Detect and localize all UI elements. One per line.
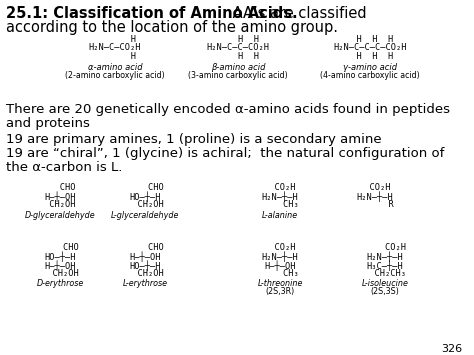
Text: 19 are “chiral”, 1 (glycine) is achiral;  the natural configuration of: 19 are “chiral”, 1 (glycine) is achiral;… [6,147,444,160]
Text: CHO: CHO [127,243,164,252]
Text: CH₂OH: CH₂OH [42,268,78,278]
Text: H—┼—OH: H—┼—OH [264,260,296,271]
Text: the α-carbon is L.: the α-carbon is L. [6,161,122,174]
Text: L-isoleucine: L-isoleucine [362,279,409,288]
Text: α-amino acid: α-amino acid [88,62,142,71]
Text: CO₂H: CO₂H [264,183,296,192]
Text: AA’s are classified: AA’s are classified [228,6,366,21]
Text: CH₂OH: CH₂OH [127,200,164,209]
Text: (2-amino carboxylic acid): (2-amino carboxylic acid) [65,71,165,80]
Text: HO—┼—H: HO—┼—H [129,191,161,202]
Text: (2S,3R): (2S,3R) [265,287,295,296]
Text: HO—┼—H: HO—┼—H [129,260,161,271]
Text: H₂N—┼—H: H₂N—┼—H [262,191,298,202]
Text: and proteins: and proteins [6,117,90,130]
Text: L-glyceraldehyde: L-glyceraldehyde [111,211,179,219]
Text: CH₂OH: CH₂OH [127,268,164,278]
Text: There are 20 genetically encoded α-amino acids found in peptides: There are 20 genetically encoded α-amino… [6,103,450,116]
Text: (3-amino carboxylic acid): (3-amino carboxylic acid) [188,71,288,80]
Text: H  H  H: H H H [346,52,393,61]
Text: H₂N—┼—H: H₂N—┼—H [366,251,403,262]
Text: HO—┼—H: HO—┼—H [44,251,76,262]
Text: L-erythrose: L-erythrose [122,279,167,288]
Text: CH₂CH₃: CH₂CH₃ [364,268,406,278]
Text: CO₂H: CO₂H [359,183,391,192]
Text: β-amino acid: β-amino acid [211,62,265,71]
Text: D-erythrose: D-erythrose [36,279,83,288]
Text: H₃C—┼—H: H₃C—┼—H [366,260,403,271]
Text: CO₂H: CO₂H [364,243,406,252]
Text: CHO: CHO [42,243,78,252]
Text: H—┼—OH: H—┼—OH [129,251,161,262]
Text: D-glyceraldehyde: D-glyceraldehyde [25,211,95,219]
Text: R: R [356,200,393,209]
Text: 19 are primary amines, 1 (proline) is a secondary amine: 19 are primary amines, 1 (proline) is a … [6,133,382,146]
Text: 326: 326 [441,344,462,354]
Text: CH₂OH: CH₂OH [44,200,76,209]
Text: (2S,3S): (2S,3S) [371,287,400,296]
Text: H₂N–C–C–C–CO₂H: H₂N–C–C–C–CO₂H [333,44,407,53]
Text: H₂N—┼—H: H₂N—┼—H [356,191,393,202]
Text: L-alanine: L-alanine [262,211,298,219]
Text: 25.1: Classification of Amino Acids.: 25.1: Classification of Amino Acids. [6,6,298,21]
Text: according to the location of the amino group.: according to the location of the amino g… [6,20,338,35]
Text: (4-amino carboxylic acid): (4-amino carboxylic acid) [320,71,420,80]
Text: CHO: CHO [44,183,76,192]
Text: H  H  H: H H H [346,35,393,44]
Text: L-threonine: L-threonine [257,279,303,288]
Text: CHO: CHO [127,183,164,192]
Text: H₂N–C–C–CO₂H: H₂N–C–C–CO₂H [207,44,270,53]
Text: H: H [94,52,136,61]
Text: CH₃: CH₃ [262,200,298,209]
Text: γ-amino acid: γ-amino acid [343,62,397,71]
Text: H: H [94,35,136,44]
Text: CO₂H: CO₂H [264,243,296,252]
Text: CH₃: CH₃ [262,268,298,278]
Text: H₂N—┼—H: H₂N—┼—H [262,251,298,262]
Text: H  H: H H [217,52,259,61]
Text: H₂N–C–CO₂H: H₂N–C–CO₂H [89,44,141,53]
Text: H—┼—OH: H—┼—OH [44,260,76,271]
Text: H—┼—OH: H—┼—OH [44,191,76,202]
Text: H  H: H H [217,35,259,44]
